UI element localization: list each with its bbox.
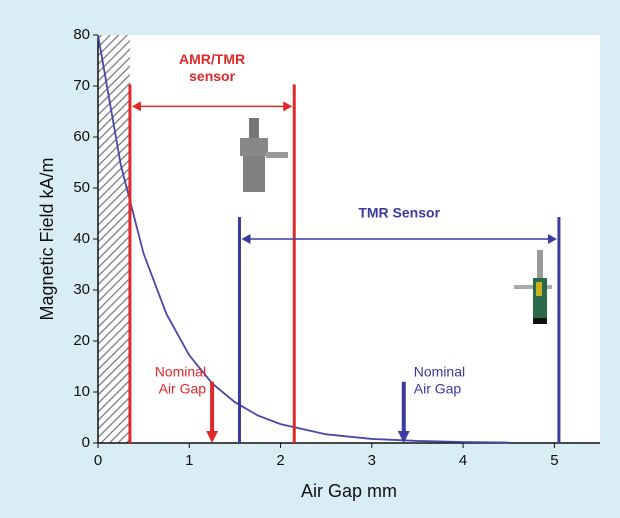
- y-tick-label: 20: [73, 332, 90, 349]
- nominal-label: Air Gap: [159, 381, 207, 397]
- x-axis-label: Air Gap mm: [301, 481, 397, 501]
- arrow-head: [206, 431, 219, 443]
- x-tick-label: 4: [459, 452, 467, 469]
- amr-sensor-icon: [240, 118, 288, 192]
- y-tick-label: 70: [73, 77, 90, 94]
- x-tick-label: 5: [550, 452, 558, 469]
- plot-layer: 0 1 2 3 4 501020304050607080AMR/TMRsensorTMR …: [73, 26, 600, 469]
- data-line: [97, 34, 509, 444]
- x-tick-label: 2: [276, 452, 284, 469]
- y-tick-label: 10: [73, 383, 90, 400]
- y-tick-label: 80: [73, 26, 90, 43]
- y-tick-label: 30: [73, 281, 90, 298]
- y-tick-label: 0: [82, 434, 90, 451]
- y-tick-label: 50: [73, 179, 90, 196]
- tmr-sensor-icon: [514, 250, 552, 324]
- arrow-head: [283, 101, 293, 112]
- x-tick-label: 3: [368, 452, 376, 469]
- arrow-head: [547, 234, 557, 244]
- hatched-region: [98, 35, 130, 443]
- y-axis-label: Magnetic Field kA/m: [37, 157, 57, 320]
- range-label: AMR/TMR: [179, 51, 245, 67]
- arrow-head: [131, 101, 141, 112]
- y-tick-label: 60: [73, 128, 90, 145]
- x-tick-label: 0: [94, 452, 102, 469]
- nominal-label: Nominal: [414, 364, 465, 380]
- x-tick-label: 1: [185, 452, 193, 469]
- range-label: TMR Sensor: [358, 205, 440, 221]
- y-tick-label: 40: [73, 230, 90, 247]
- arrow-head: [397, 431, 410, 443]
- range-label: sensor: [189, 68, 235, 84]
- nominal-label: Air Gap: [414, 381, 462, 397]
- arrow-head: [241, 234, 251, 244]
- nominal-label: Nominal: [155, 364, 206, 380]
